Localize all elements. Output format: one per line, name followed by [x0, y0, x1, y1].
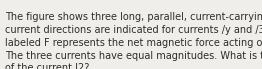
Text: of the current I2?: of the current I2? [5, 63, 89, 69]
Text: The three currents have equal magnitudes. What is the direction: The three currents have equal magnitudes… [5, 51, 262, 61]
Text: labeled F represents the net magnetic force acting on current /3.: labeled F represents the net magnetic fo… [5, 38, 262, 48]
Text: The figure shows three long, parallel, current-carrying wires. The: The figure shows three long, parallel, c… [5, 12, 262, 22]
Text: current directions are indicated for currents /y and /3. The arrow: current directions are indicated for cur… [5, 25, 262, 35]
